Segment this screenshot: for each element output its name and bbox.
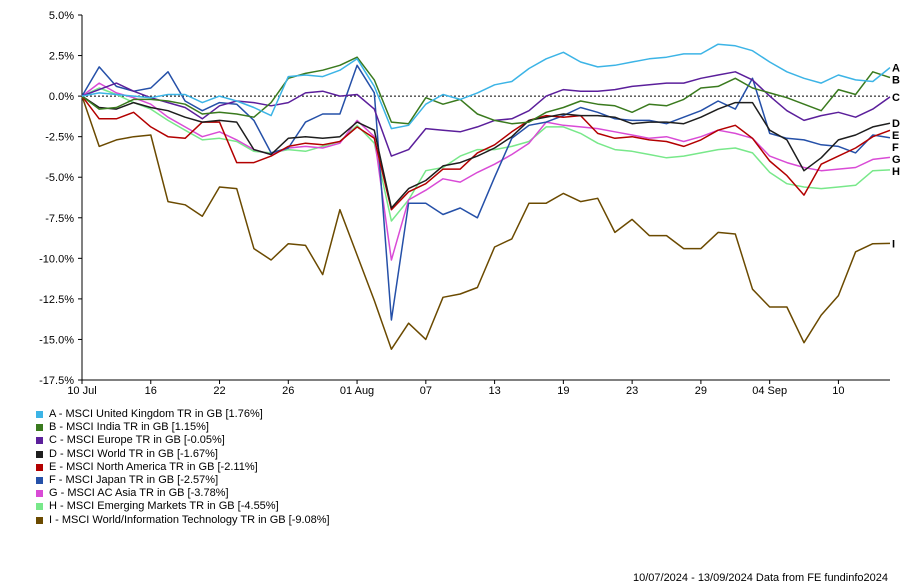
x-tick-label: 19 (557, 385, 569, 397)
legend-label: G - MSCI AC Asia TR in GB [-3.78%] (49, 487, 229, 500)
y-tick-label: -10.0% (39, 253, 74, 265)
end-label-f: F (892, 142, 899, 154)
legend-item-a: A - MSCI United Kingdom TR in GB [1.76%] (36, 408, 330, 421)
y-tick-label: -5.0% (45, 172, 74, 184)
end-label-c: C (892, 92, 900, 104)
end-label-a: A (892, 63, 900, 75)
x-tick-label: 22 (213, 385, 225, 397)
legend-swatch (36, 411, 43, 419)
legend: A - MSCI United Kingdom TR in GB [1.76%]… (36, 408, 330, 527)
end-label-d: D (892, 118, 900, 130)
legend-swatch (36, 437, 43, 445)
legend-item-e: E - MSCI North America TR in GB [-2.11%] (36, 461, 330, 474)
y-tick-label: 5.0% (49, 10, 74, 22)
y-tick-label: -17.5% (39, 375, 74, 387)
y-tick-label: 2.5% (49, 51, 74, 63)
x-tick-label: 13 (488, 385, 500, 397)
end-label-b: B (892, 75, 900, 87)
series-line-a (81, 43, 891, 130)
y-tick-label: -12.5% (39, 294, 74, 306)
series-line-c (81, 71, 891, 157)
legend-label: I - MSCI World/Information Technology TR… (49, 513, 330, 526)
legend-swatch (36, 490, 43, 498)
legend-item-c: C - MSCI Europe TR in GB [-0.05%] (36, 434, 330, 447)
legend-swatch (36, 463, 43, 471)
legend-swatch (36, 516, 43, 524)
legend-item-d: D - MSCI World TR in GB [-1.67%] (36, 448, 330, 461)
series-line-b (81, 56, 891, 125)
y-tick-label: -7.5% (45, 213, 74, 225)
legend-item-g: G - MSCI AC Asia TR in GB [-3.78%] (36, 487, 330, 500)
legend-item-b: B - MSCI India TR in GB [1.15%] (36, 421, 330, 434)
legend-label: B - MSCI India TR in GB [1.15%] (49, 421, 209, 434)
footer-source: 10/07/2024 - 13/09/2024 Data from FE fun… (632, 572, 888, 584)
x-tick-label: 29 (695, 385, 707, 397)
line-chart: 5.0% 2.5% 0.0% -2.5% -5.0% -7.5% -10.0% -12.5% -… (39, 10, 900, 397)
end-label-e: E (892, 130, 899, 142)
legend-label: H - MSCI Emerging Markets TR in GB [-4.5… (49, 500, 279, 513)
y-tick-label: -2.5% (45, 132, 74, 144)
legend-item-h: H - MSCI Emerging Markets TR in GB [-4.5… (36, 500, 330, 513)
x-tick-label: 16 (145, 385, 157, 397)
x-tick-label: 26 (282, 385, 294, 397)
legend-item-i: I - MSCI World/Information Technology TR… (36, 514, 330, 527)
x-tick-label: 10 (832, 385, 844, 397)
legend-swatch (36, 424, 43, 432)
axes: 5.0% 2.5% 0.0% -2.5% -5.0% -7.5% -10.0% -12.5% -… (39, 10, 890, 397)
x-tick-label: 07 (420, 385, 432, 397)
x-tick-label: 10 Jul (67, 385, 96, 397)
x-tick-label: 01 Aug (340, 385, 374, 397)
end-label-i: I (892, 238, 895, 250)
legend-item-f: F - MSCI Japan TR in GB [-2.57%] (36, 474, 330, 487)
series-line-f (81, 64, 891, 321)
series-lines (81, 43, 891, 350)
end-label-h: H (892, 166, 900, 178)
legend-label: D - MSCI World TR in GB [-1.67%] (49, 447, 218, 460)
x-tick-label: 04 Sep (752, 385, 787, 397)
end-label-g: G (892, 154, 900, 166)
legend-label: A - MSCI United Kingdom TR in GB [1.76%] (49, 408, 263, 420)
legend-swatch (36, 450, 43, 458)
series-line-e (81, 95, 891, 211)
x-tick-label: 23 (626, 385, 638, 397)
y-tick-label: 0.0% (49, 91, 74, 103)
series-line-i (81, 95, 891, 350)
y-tick-label: -15.0% (39, 334, 74, 346)
legend-label: E - MSCI North America TR in GB [-2.11%] (49, 460, 258, 473)
series-line-d (81, 95, 891, 209)
legend-swatch (36, 477, 43, 485)
legend-swatch (36, 503, 43, 511)
legend-label: C - MSCI Europe TR in GB [-0.05%] (49, 434, 225, 447)
legend-label: F - MSCI Japan TR in GB [-2.57%] (49, 473, 219, 486)
